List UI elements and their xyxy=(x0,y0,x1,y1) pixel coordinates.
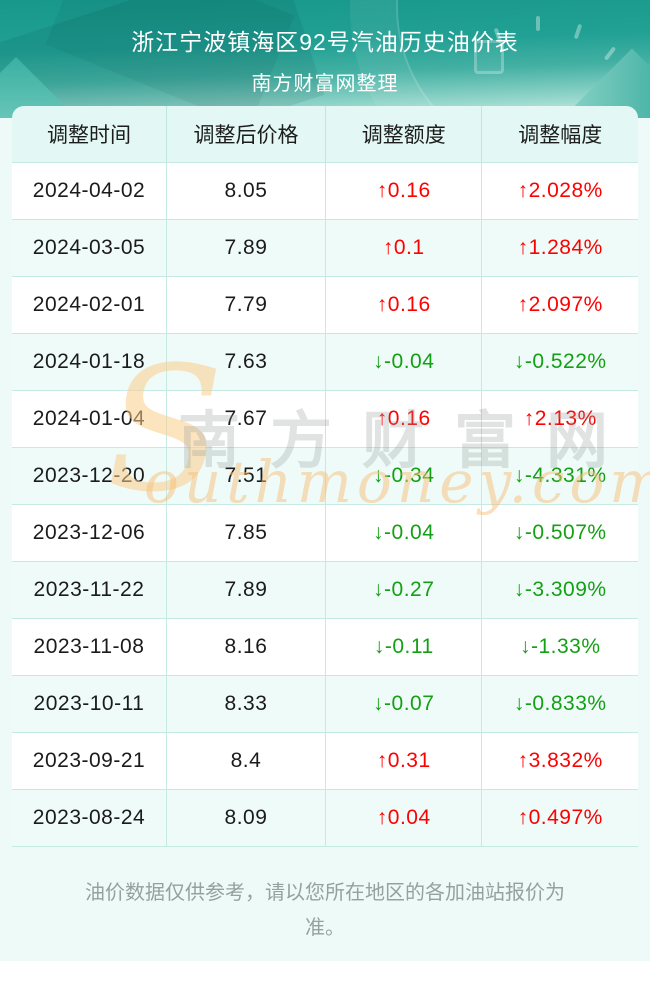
cell-percent: ↓-0.507% xyxy=(481,505,638,561)
cell-change: ↑0.04 xyxy=(324,790,482,846)
cell-price: 8.4 xyxy=(165,733,325,789)
table-row: 2024-01-04 7.67 ↑0.16 ↑2.13% xyxy=(12,390,638,447)
table-row: 2024-01-18 7.63 ↓-0.04 ↓-0.522% xyxy=(12,333,638,390)
table-row: 2024-03-05 7.89 ↑0.1 ↑1.284% xyxy=(12,219,638,276)
table-row: 2023-11-08 8.16 ↓-0.11 ↓-1.33% xyxy=(12,618,638,675)
column-header-price: 调整后价格 xyxy=(165,106,325,162)
cell-date: 2024-01-18 xyxy=(32,350,146,373)
gauge-tick-icon xyxy=(536,16,540,31)
table-body: 2024-04-02 8.05 ↑0.16 ↑2.028% 2024-03-05… xyxy=(12,162,638,847)
cell-price: 7.63 xyxy=(165,334,325,390)
cell-date: 2023-12-06 xyxy=(32,521,146,544)
cell-change: ↓-0.07 xyxy=(324,676,482,732)
table-row: 2024-04-02 8.05 ↑0.16 ↑2.028% xyxy=(12,162,638,219)
cell-change: ↓-0.27 xyxy=(324,562,482,618)
cell-date: 2023-11-08 xyxy=(33,635,145,658)
cell-percent: ↑2.097% xyxy=(481,277,638,333)
table-header-row: 调整时间 调整后价格 调整额度 调整幅度 xyxy=(12,106,638,162)
cell-percent: ↓-4.331% xyxy=(481,448,638,504)
cell-date: 2023-08-24 xyxy=(32,806,146,829)
cell-date: 2024-03-05 xyxy=(32,236,146,259)
cell-change: ↓-0.34 xyxy=(324,448,482,504)
cell-date: 2024-02-01 xyxy=(32,293,146,316)
cell-price: 8.33 xyxy=(165,676,325,732)
cell-percent: ↑1.284% xyxy=(481,220,638,276)
column-header-percent: 调整幅度 xyxy=(481,106,638,162)
cell-percent: ↑0.497% xyxy=(481,790,638,846)
cell-date: 2024-04-02 xyxy=(32,179,146,202)
cell-date: 2023-10-11 xyxy=(33,692,145,715)
cell-price: 8.05 xyxy=(165,163,325,219)
cell-price: 8.16 xyxy=(165,619,325,675)
disclaimer-text: 油价数据仅供参考，请以您所在地区的各加油站报价为准。 xyxy=(85,882,565,939)
cell-change: ↑0.31 xyxy=(324,733,482,789)
cell-date: 2024-01-04 xyxy=(32,407,146,430)
page-title: 浙江宁波镇海区92号汽油历史油价表 xyxy=(131,29,519,55)
bottom-strip xyxy=(0,961,650,993)
cell-change: ↓-0.11 xyxy=(324,619,482,675)
cell-change: ↑0.16 xyxy=(324,391,482,447)
cell-change: ↓-0.04 xyxy=(324,505,482,561)
cell-price: 7.51 xyxy=(165,448,325,504)
column-header-date: 调整时间 xyxy=(46,124,131,147)
cell-price: 7.85 xyxy=(165,505,325,561)
cell-change: ↑0.16 xyxy=(324,277,482,333)
cell-price: 8.09 xyxy=(165,790,325,846)
content-area: 调整时间 调整后价格 调整额度 调整幅度 2024-04-02 8.05 ↑0.… xyxy=(0,106,650,961)
cell-price: 7.79 xyxy=(165,277,325,333)
cell-date: 2023-12-20 xyxy=(32,464,146,487)
table-row: 2023-12-20 7.51 ↓-0.34 ↓-4.331% xyxy=(12,447,638,504)
table-row: 2023-12-06 7.85 ↓-0.04 ↓-0.507% xyxy=(12,504,638,561)
table-row: 2023-10-11 8.33 ↓-0.07 ↓-0.833% xyxy=(12,675,638,732)
cell-change: ↓-0.04 xyxy=(324,334,482,390)
price-history-table: 调整时间 调整后价格 调整额度 调整幅度 2024-04-02 8.05 ↑0.… xyxy=(12,106,638,847)
fuel-pump-icon xyxy=(474,40,504,74)
cell-price: 7.89 xyxy=(165,220,325,276)
column-header-change: 调整额度 xyxy=(324,106,482,162)
cell-price: 7.89 xyxy=(165,562,325,618)
cell-change: ↑0.1 xyxy=(324,220,482,276)
cell-percent: ↑3.832% xyxy=(481,733,638,789)
cell-percent: ↑2.13% xyxy=(481,391,638,447)
table-row: 2023-09-21 8.4 ↑0.31 ↑3.832% xyxy=(12,732,638,789)
footer: 油价数据仅供参考，请以您所在地区的各加油站报价为准。 xyxy=(0,847,650,961)
cell-percent: ↓-0.833% xyxy=(481,676,638,732)
cell-change: ↑0.16 xyxy=(324,163,482,219)
cell-percent: ↑2.028% xyxy=(481,163,638,219)
cell-percent: ↓-1.33% xyxy=(481,619,638,675)
header-banner: 浙江宁波镇海区92号汽油历史油价表 南方财富网整理 xyxy=(0,0,650,118)
table-row: 2023-08-24 8.09 ↑0.04 ↑0.497% xyxy=(12,789,638,846)
cell-date: 2023-09-21 xyxy=(32,749,146,772)
cell-price: 7.67 xyxy=(165,391,325,447)
table-row: 2024-02-01 7.79 ↑0.16 ↑2.097% xyxy=(12,276,638,333)
cell-percent: ↓-0.522% xyxy=(481,334,638,390)
table-row: 2023-11-22 7.89 ↓-0.27 ↓-3.309% xyxy=(12,561,638,618)
cell-date: 2023-11-22 xyxy=(33,578,145,601)
cell-percent: ↓-3.309% xyxy=(481,562,638,618)
page-subtitle: 南方财富网整理 xyxy=(251,73,399,95)
